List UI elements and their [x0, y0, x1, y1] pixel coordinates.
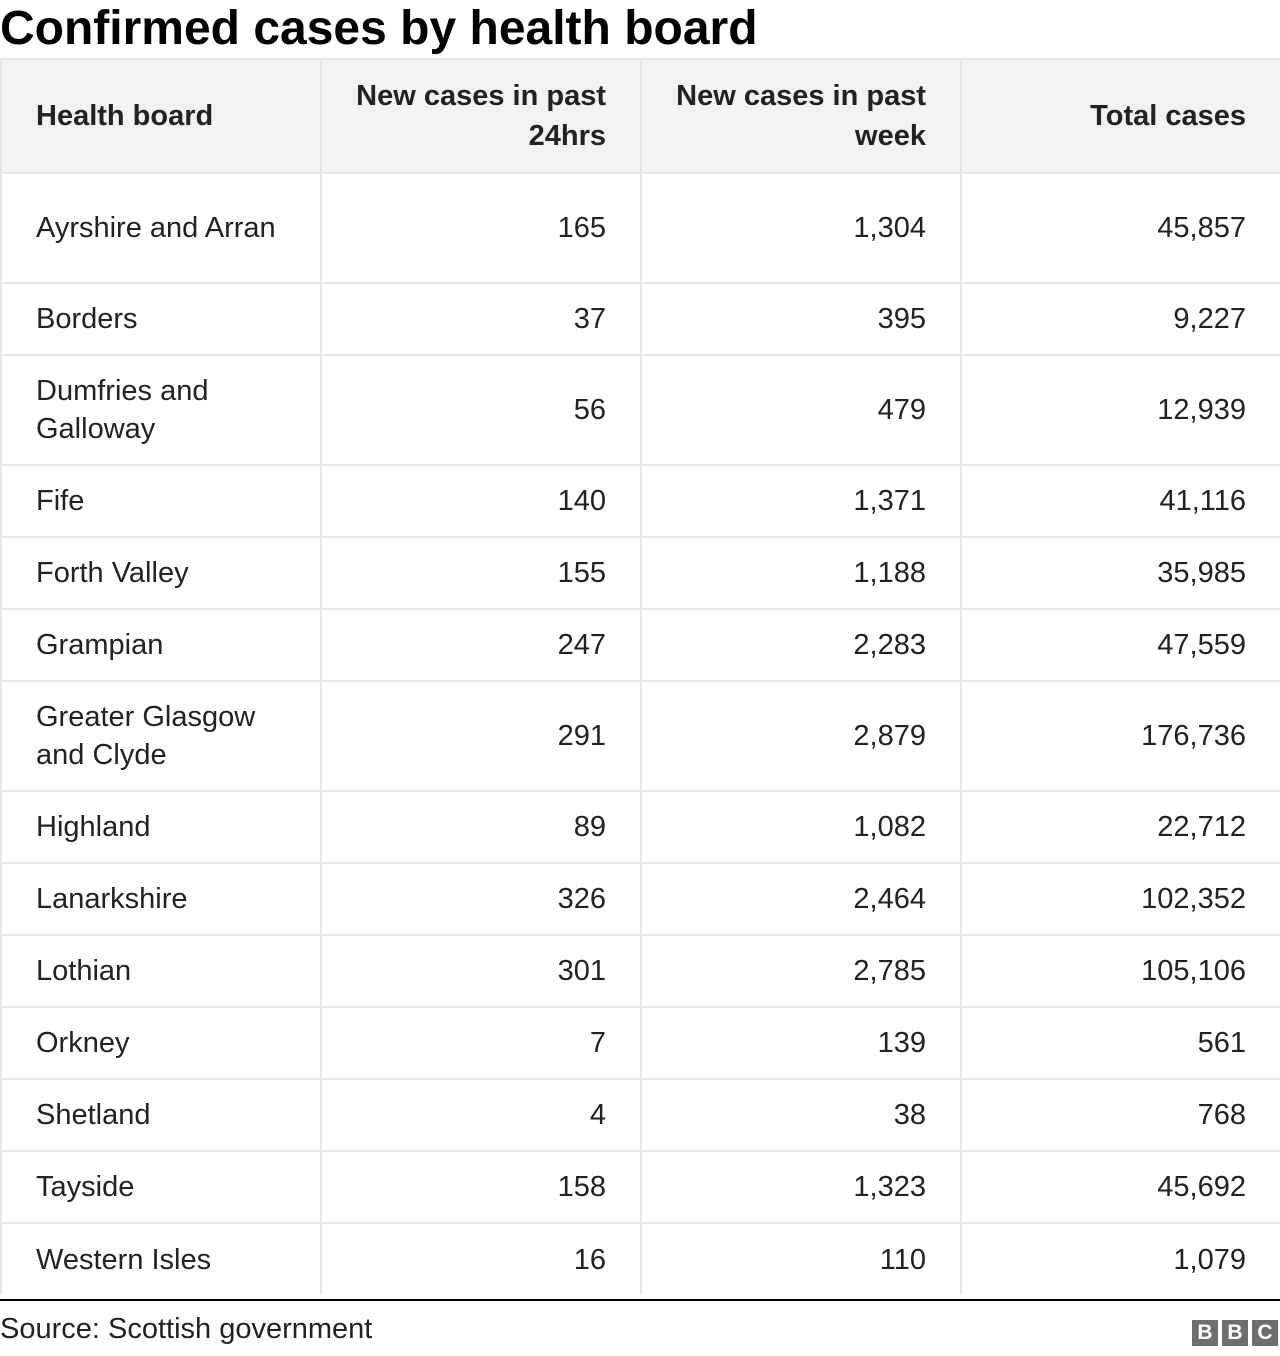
table-row: Dumfries and Galloway 56 479 12,939: [0, 354, 1280, 466]
health-board-cell: Forth Valley: [0, 536, 322, 610]
health-board-cell: Ayrshire and Arran: [0, 172, 322, 284]
total-cases-cell: 41,116: [960, 464, 1280, 538]
past-week-cell: 1,323: [640, 1150, 962, 1224]
past-24hrs-cell: 56: [320, 354, 642, 466]
health-board-cell: Grampian: [0, 608, 322, 682]
total-cases-cell: 45,857: [960, 172, 1280, 284]
table-row: Orkney 7 139 561: [0, 1006, 1280, 1080]
total-cases-cell: 1,079: [960, 1222, 1280, 1295]
total-cases-cell: 47,559: [960, 608, 1280, 682]
table-row: Highland 89 1,082 22,712: [0, 790, 1280, 864]
column-header-past-week: New cases in past week: [640, 58, 962, 174]
past-week-cell: 139: [640, 1006, 962, 1080]
past-week-cell: 1,082: [640, 790, 962, 864]
total-cases-cell: 561: [960, 1006, 1280, 1080]
health-board-cell: Greater Glasgow and Clyde: [0, 680, 322, 792]
table-row: Lothian 301 2,785 105,106: [0, 934, 1280, 1008]
table-row: Ayrshire and Arran 165 1,304 45,857: [0, 172, 1280, 284]
past-24hrs-cell: 326: [320, 862, 642, 936]
past-24hrs-cell: 291: [320, 680, 642, 792]
bbc-logo-letter: B: [1192, 1320, 1218, 1346]
past-week-cell: 395: [640, 282, 962, 356]
total-cases-cell: 45,692: [960, 1150, 1280, 1224]
bbc-logo-letter: C: [1252, 1320, 1278, 1346]
past-week-cell: 2,879: [640, 680, 962, 792]
footer-divider: [0, 1299, 1280, 1301]
table-row: Tayside 158 1,323 45,692: [0, 1150, 1280, 1224]
health-board-cell: Shetland: [0, 1078, 322, 1152]
past-week-cell: 1,188: [640, 536, 962, 610]
table-row: Western Isles 16 110 1,079: [0, 1222, 1280, 1295]
health-board-cell: Lothian: [0, 934, 322, 1008]
bbc-logo: B B C: [1192, 1320, 1278, 1346]
table-row: Shetland 4 38 768: [0, 1078, 1280, 1152]
past-24hrs-cell: 155: [320, 536, 642, 610]
table-header-row: Health board New cases in past 24hrs New…: [0, 58, 1280, 174]
past-week-cell: 1,304: [640, 172, 962, 284]
past-24hrs-cell: 37: [320, 282, 642, 356]
column-header-health-board: Health board: [0, 58, 322, 174]
total-cases-cell: 102,352: [960, 862, 1280, 936]
column-header-total-cases: Total cases: [960, 58, 1280, 174]
table-row: Grampian 247 2,283 47,559: [0, 608, 1280, 682]
past-24hrs-cell: 140: [320, 464, 642, 538]
past-week-cell: 2,785: [640, 934, 962, 1008]
table-row: Fife 140 1,371 41,116: [0, 464, 1280, 538]
table-row: Forth Valley 155 1,188 35,985: [0, 536, 1280, 610]
past-24hrs-cell: 4: [320, 1078, 642, 1152]
past-week-cell: 38: [640, 1078, 962, 1152]
past-24hrs-cell: 158: [320, 1150, 642, 1224]
health-board-cell: Fife: [0, 464, 322, 538]
total-cases-cell: 22,712: [960, 790, 1280, 864]
health-board-cell: Tayside: [0, 1150, 322, 1224]
total-cases-cell: 176,736: [960, 680, 1280, 792]
past-week-cell: 2,283: [640, 608, 962, 682]
total-cases-cell: 35,985: [960, 536, 1280, 610]
past-week-cell: 110: [640, 1222, 962, 1295]
table-row: Lanarkshire 326 2,464 102,352: [0, 862, 1280, 936]
past-24hrs-cell: 165: [320, 172, 642, 284]
past-week-cell: 2,464: [640, 862, 962, 936]
health-board-cell: Lanarkshire: [0, 862, 322, 936]
table-row: Greater Glasgow and Clyde 291 2,879 176,…: [0, 680, 1280, 792]
total-cases-cell: 12,939: [960, 354, 1280, 466]
health-board-cell: Western Isles: [0, 1222, 322, 1295]
total-cases-cell: 768: [960, 1078, 1280, 1152]
total-cases-cell: 9,227: [960, 282, 1280, 356]
past-24hrs-cell: 301: [320, 934, 642, 1008]
health-board-cell: Borders: [0, 282, 322, 356]
past-24hrs-cell: 16: [320, 1222, 642, 1295]
cases-table: Health board New cases in past 24hrs New…: [0, 58, 1280, 1295]
chart-title: Confirmed cases by health board: [0, 2, 758, 55]
past-24hrs-cell: 247: [320, 608, 642, 682]
column-header-past-24hrs: New cases in past 24hrs: [320, 58, 642, 174]
bbc-logo-letter: B: [1222, 1320, 1248, 1346]
health-board-cell: Highland: [0, 790, 322, 864]
health-board-cell: Dumfries and Galloway: [0, 354, 322, 466]
total-cases-cell: 105,106: [960, 934, 1280, 1008]
past-24hrs-cell: 7: [320, 1006, 642, 1080]
past-24hrs-cell: 89: [320, 790, 642, 864]
table-row: Borders 37 395 9,227: [0, 282, 1280, 356]
source-note: Source: Scottish government: [0, 1313, 373, 1345]
health-board-cell: Orkney: [0, 1006, 322, 1080]
past-week-cell: 479: [640, 354, 962, 466]
past-week-cell: 1,371: [640, 464, 962, 538]
